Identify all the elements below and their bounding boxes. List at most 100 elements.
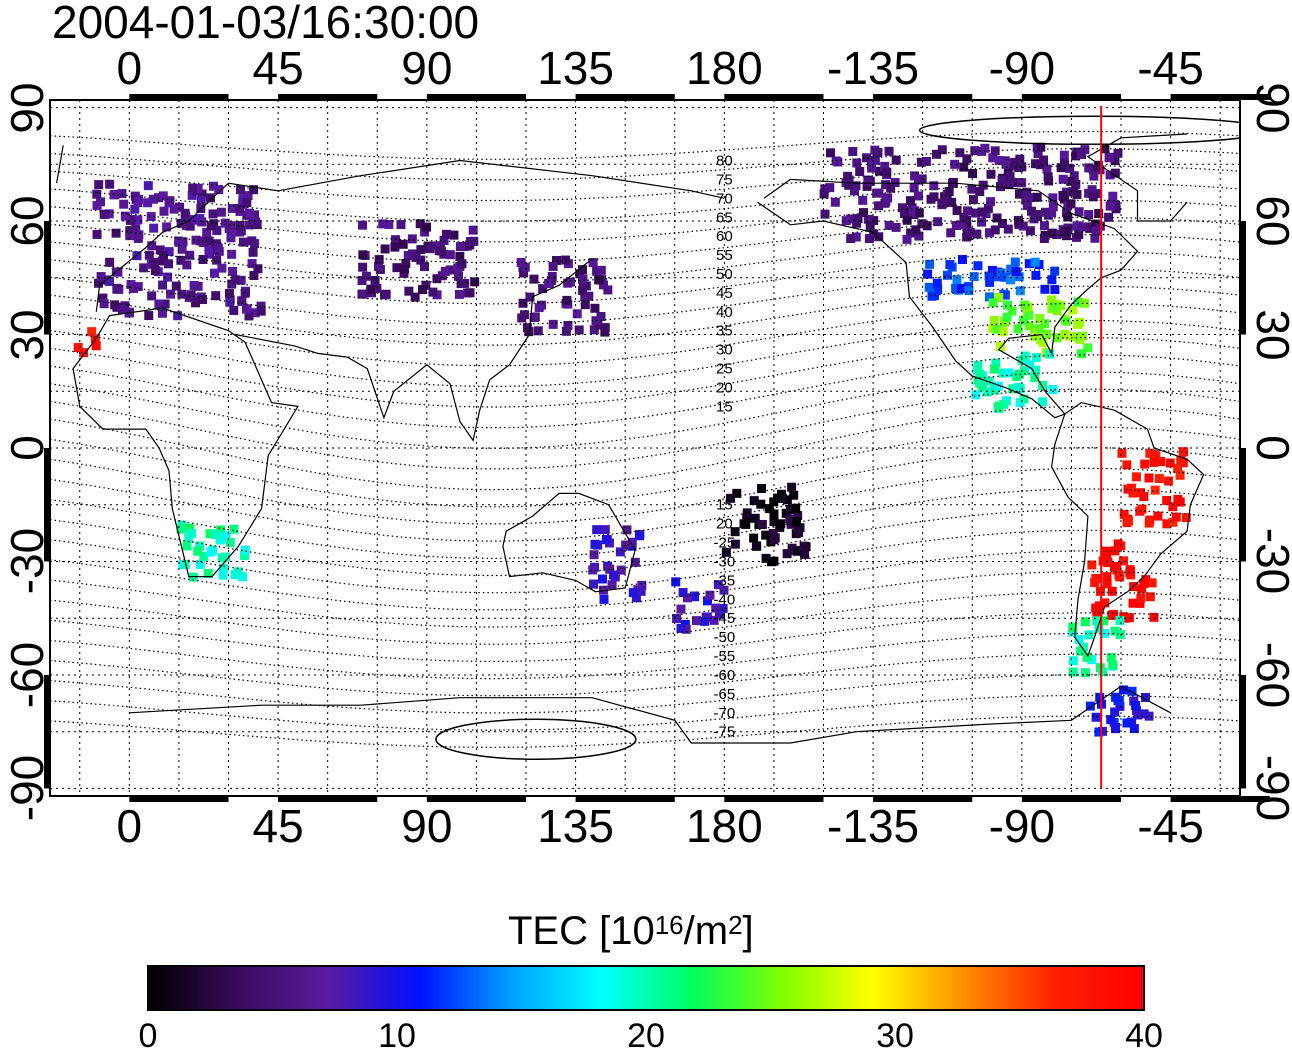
tec-cell (160, 299, 170, 309)
contour-line (50, 285, 1240, 346)
tec-cell (428, 287, 438, 297)
tec-cell (594, 275, 604, 285)
tec-cell (158, 191, 168, 201)
tec-cell (1047, 228, 1057, 238)
tec-cell (1000, 290, 1010, 300)
tec-cell (1039, 221, 1049, 231)
tec-cell (105, 257, 115, 267)
tec-cell (134, 230, 144, 240)
lat-tick-left: 90 (1, 81, 53, 134)
tec-cell (534, 303, 544, 313)
tec-cell (215, 535, 225, 545)
coastline (502, 492, 636, 593)
tec-cell (1162, 519, 1172, 529)
tec-cell (1127, 717, 1137, 727)
tec-cell (956, 283, 966, 293)
coastline (1050, 401, 1205, 658)
tec-cell (216, 525, 226, 535)
tec-cell (852, 218, 862, 228)
tec-cell (589, 550, 599, 560)
tec-cell (1113, 539, 1123, 549)
tec-cell (1109, 562, 1119, 572)
tec-cell (73, 343, 83, 353)
tec-cell (794, 527, 804, 537)
tec-cell (1164, 476, 1174, 486)
colorbar-tick: 20 (627, 1017, 665, 1055)
tec-cell (374, 255, 384, 265)
tec-cell (378, 219, 388, 229)
tec-cell (1137, 504, 1147, 514)
frame-bar-bottom (426, 796, 526, 802)
tec-cell (975, 378, 985, 388)
tec-cell (580, 300, 590, 310)
tec-cell (1090, 219, 1100, 229)
lon-tick-bottom: 90 (401, 800, 453, 852)
tec-cell (182, 260, 192, 270)
tec-cell (372, 283, 382, 293)
tec-cell (98, 293, 108, 303)
colorbar-title-main: TEC [10 (508, 909, 655, 953)
tec-cell (769, 509, 779, 519)
tec-cell (719, 585, 729, 595)
tec-cell (1003, 224, 1013, 234)
tec-cell (202, 227, 212, 237)
tec-cell (373, 262, 383, 272)
tec-cell (1092, 616, 1102, 626)
tec-cell (990, 225, 1000, 235)
tec-cell (1135, 598, 1145, 608)
tec-cell (984, 376, 994, 386)
tec-cell (1123, 484, 1133, 494)
tec-cell (390, 242, 400, 252)
tec-cell (785, 514, 795, 524)
tec-cell (212, 255, 222, 265)
tec-cell (984, 228, 994, 238)
tec-cell (1035, 314, 1045, 324)
tec-cell (188, 183, 198, 193)
contour-line (50, 488, 1240, 559)
tec-cell (220, 218, 230, 228)
tec-cell (197, 189, 207, 199)
tec-cell (440, 266, 450, 276)
tec-cell (982, 387, 992, 397)
tec-cell (591, 316, 601, 326)
tec-cell (1178, 447, 1188, 457)
tec-cell (938, 198, 948, 208)
tec-cell (227, 249, 237, 259)
tec-cell (96, 197, 106, 207)
contour-label-south: -75 (713, 724, 735, 741)
tec-cell (1108, 191, 1118, 201)
lon-tick-bottom: 135 (537, 800, 614, 852)
tec-cell (921, 156, 931, 166)
tec-cell (1031, 159, 1041, 169)
tec-cell (216, 207, 226, 217)
tec-cell (792, 546, 802, 556)
tec-cell (1100, 144, 1110, 154)
contour-line (50, 653, 1240, 697)
tec-cell (756, 499, 766, 509)
tec-cell (944, 187, 954, 197)
tec-cell (228, 266, 238, 276)
tec-cell (588, 565, 598, 575)
tec-cell (185, 221, 195, 231)
tec-cell (104, 209, 114, 219)
contour-label-north: 50 (716, 266, 733, 283)
tec-cell (1014, 189, 1024, 199)
tec-cell (942, 270, 952, 280)
tec-cell (843, 171, 853, 181)
tec-cell (1024, 310, 1034, 320)
tec-cell (358, 262, 368, 272)
tec-cell (96, 272, 106, 282)
tec-cell (799, 541, 809, 551)
tec-cell (1059, 150, 1069, 160)
tec-cell (126, 280, 136, 290)
contour-labels: 80757065605550454035302520151520-25-30-3… (713, 153, 735, 741)
tec-cell (205, 529, 215, 539)
tec-cell (1115, 616, 1125, 626)
tec-cell (830, 197, 840, 207)
tec-cell (742, 508, 752, 518)
frame-bar-bottom (575, 796, 675, 802)
tec-cell (1091, 712, 1101, 722)
frame-bar-top (129, 94, 229, 100)
tec-cell (173, 311, 183, 321)
tec-cell (914, 231, 924, 241)
